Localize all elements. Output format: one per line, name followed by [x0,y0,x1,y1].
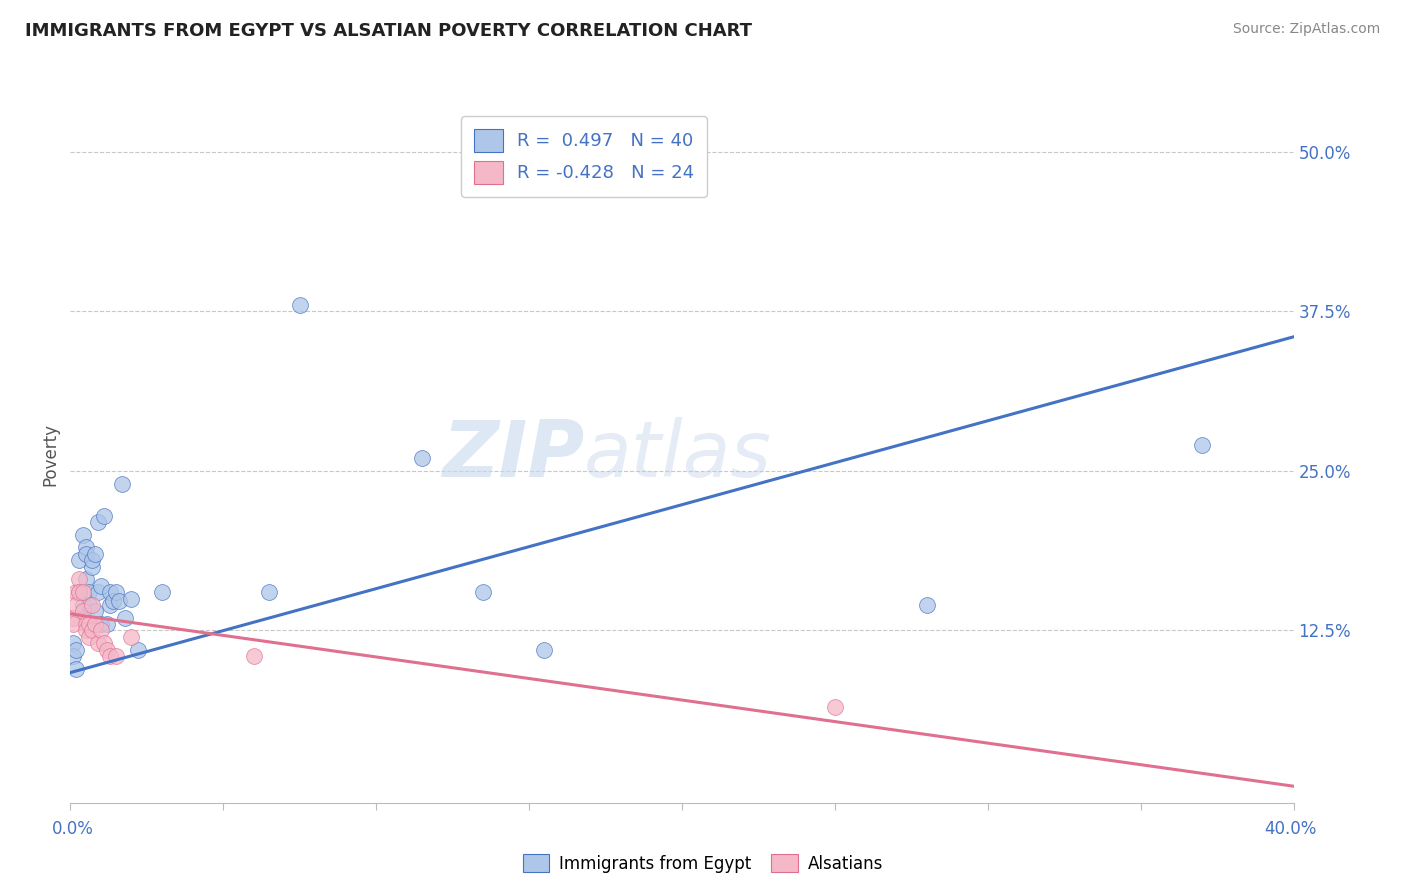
Point [72,585,94,599]
Point [101,594,124,608]
Point [105,585,128,599]
Point [69,585,91,599]
Point [69,553,91,567]
Point [62,636,84,650]
Point [915,598,938,612]
Point [77,585,100,599]
Point [69,585,91,599]
Point [824,700,846,714]
Point [150,585,173,599]
Point [69,573,91,587]
Point [257,585,280,599]
Point [80,624,103,638]
Point [83,617,105,632]
Point [83,547,105,561]
Point [93,636,115,650]
Y-axis label: Poverty: Poverty [41,424,59,486]
Point [121,630,143,644]
Text: 0.0%: 0.0% [52,820,94,838]
Point [65,598,87,612]
Point [83,604,105,618]
Point [90,624,112,638]
Text: IMMIGRANTS FROM EGYPT VS ALSATIAN POVERTY CORRELATION CHART: IMMIGRANTS FROM EGYPT VS ALSATIAN POVERT… [25,22,752,40]
Point [87,636,110,650]
Point [1191,438,1213,452]
Point [98,648,121,663]
Point [96,617,118,632]
Point [75,617,97,632]
Point [90,617,112,632]
Legend: Immigrants from Egypt, Alsatians: Immigrants from Egypt, Alsatians [516,847,890,880]
Point [105,648,128,663]
Point [98,585,121,599]
Text: Source: ZipAtlas.com: Source: ZipAtlas.com [1233,22,1381,37]
Text: 40.0%: 40.0% [1264,820,1317,838]
Point [96,642,118,657]
Point [77,617,100,632]
Point [121,591,143,606]
Point [87,515,110,529]
Point [75,624,97,638]
Point [62,610,84,624]
Point [288,298,311,312]
Point [90,579,112,593]
Point [77,598,100,612]
Point [75,547,97,561]
Point [533,642,555,657]
Point [77,630,100,644]
Text: atlas: atlas [583,417,772,493]
Point [472,585,495,599]
Point [72,527,94,541]
Point [75,573,97,587]
Point [108,594,131,608]
Point [72,598,94,612]
Point [80,598,103,612]
Point [87,585,110,599]
Point [80,559,103,574]
Point [411,451,433,466]
Point [65,642,87,657]
Point [114,610,136,624]
Point [93,508,115,523]
Point [65,585,87,599]
Point [98,598,121,612]
Point [75,541,97,555]
Point [72,604,94,618]
Point [127,642,149,657]
Point [243,648,266,663]
Point [62,617,84,632]
Point [80,553,103,567]
Legend: R =  0.497   N = 40, R = -0.428   N = 24: R = 0.497 N = 40, R = -0.428 N = 24 [461,116,707,197]
Point [62,648,84,663]
Point [111,476,134,491]
Text: ZIP: ZIP [441,417,583,493]
Point [65,662,87,676]
